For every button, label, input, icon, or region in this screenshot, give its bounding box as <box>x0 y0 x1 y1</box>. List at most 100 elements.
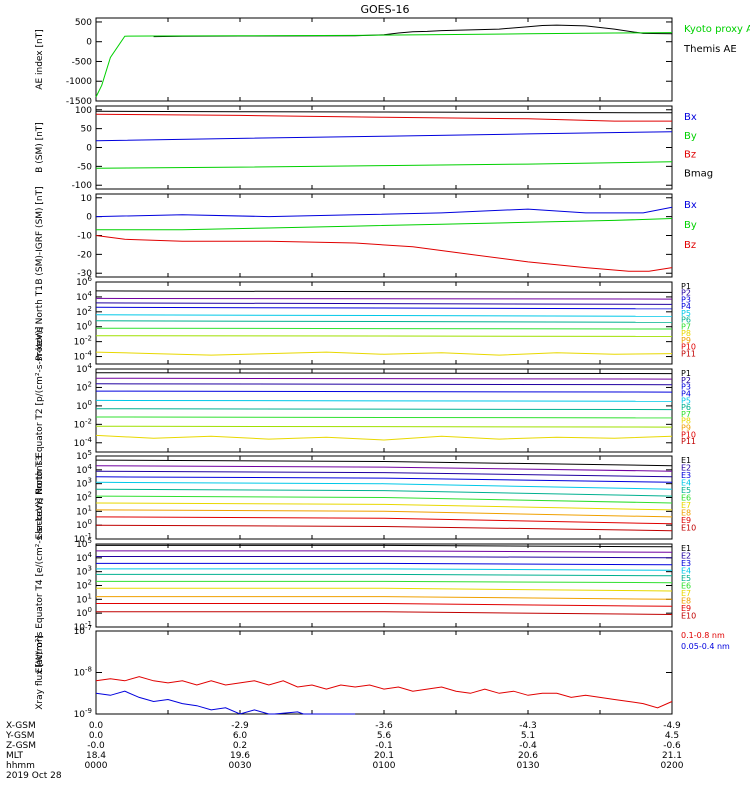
series-line-p2 <box>95 377 673 380</box>
series-line-p5 <box>95 399 673 402</box>
panel-frame <box>95 630 673 715</box>
xaxis-value: 0030 <box>229 761 252 771</box>
series-line-p8 <box>95 335 673 337</box>
series-line-e2 <box>95 465 673 472</box>
ytick-label: 102 <box>76 491 92 504</box>
legend-p11: P11 <box>681 349 696 358</box>
legend-e3: E3 <box>681 471 691 480</box>
panel-frame <box>95 193 673 278</box>
series-line-e1 <box>96 544 673 548</box>
legend-e10: E10 <box>681 524 696 533</box>
legend-p2: P2 <box>681 289 691 298</box>
series-line-bz <box>95 235 673 272</box>
xaxis-value: 20.1 <box>374 751 394 761</box>
ytick-label: 50 <box>81 125 93 135</box>
xaxis-value: 20.6 <box>518 751 538 761</box>
y-axis-label: B (SM)-IGRF (SM) [nT] <box>35 186 45 284</box>
legend-bx: Bx <box>684 112 697 123</box>
legend-p7: P7 <box>681 322 691 331</box>
legend-p4: P4 <box>681 302 691 311</box>
ytick-label: -30 <box>77 269 92 279</box>
legend-bx: Bx <box>684 200 697 211</box>
series-line-e4 <box>96 562 673 566</box>
legend-p8: P8 <box>681 417 691 426</box>
legend-e6: E6 <box>681 494 691 503</box>
xaxis-value: 0200 <box>661 761 684 771</box>
plot-title: GOES-16 <box>360 3 409 16</box>
series-line-e1 <box>95 459 673 467</box>
ytick-label: 10-4 <box>74 350 93 363</box>
series-line-bx <box>95 206 673 218</box>
ytick-label: 102 <box>76 305 92 318</box>
legend-0-1-0-8-nm: 0.1-0.8 nm <box>681 631 725 640</box>
legend-p3: P3 <box>681 295 691 304</box>
xaxis-value: -4.9 <box>663 721 681 731</box>
series-line-bmag <box>95 110 673 114</box>
series-line-e8 <box>95 502 673 511</box>
panel-2: 100 50 0 -50 -100 B (SM) [nT] Bx By Bz Bmag <box>35 105 713 191</box>
ytick-label: 10-2 <box>74 335 92 348</box>
legend-bz: Bz <box>684 150 696 161</box>
series-line-e9 <box>96 596 673 600</box>
series-line-p7 <box>95 327 673 330</box>
legend-e5: E5 <box>681 486 691 495</box>
series-line-by <box>95 161 673 169</box>
panel-3: 10 0 -10 -20 -30 B (SM)-IGRF (SM) [nT] Bx By Bz <box>35 186 697 284</box>
legend-p1: P1 <box>681 369 691 378</box>
ytick-label: 100 <box>76 320 92 333</box>
legend-p5: P5 <box>681 396 691 405</box>
series-line-e10 <box>96 603 673 607</box>
xaxis-value: 21.1 <box>662 751 682 761</box>
series-line-p5 <box>95 314 673 317</box>
series-line-p2 <box>95 297 673 300</box>
legend-by: By <box>684 220 697 231</box>
ytick-label: 100 <box>76 399 92 412</box>
legend-p4: P4 <box>681 389 691 398</box>
legend-p6: P6 <box>681 316 691 325</box>
series-line-p9 <box>95 351 673 356</box>
legend-p7: P7 <box>681 410 691 419</box>
ytick-label: 100 <box>76 606 92 619</box>
series-line-e10 <box>95 516 673 525</box>
panel-frame <box>95 281 673 365</box>
series-line-p9 <box>95 434 673 441</box>
legend-kyoto-proxy-ae: Kyoto proxy AE <box>684 24 750 35</box>
legend-e1: E1 <box>681 456 691 465</box>
xaxis-value: 0.0 <box>89 721 104 731</box>
y-axis-label: Electrons Equator T4 [e/(cm²-s-sr-keV)] <box>35 498 45 674</box>
legend-bz: Bz <box>684 240 696 251</box>
legend-e7: E7 <box>681 501 691 510</box>
xaxis-value: 0000 <box>85 761 108 771</box>
legend-p5: P5 <box>681 309 691 318</box>
series-line-p4 <box>95 306 673 310</box>
series-line-e2 <box>96 550 673 553</box>
y-axis-label: Protons Equator T2 [p/(cm²-s-sr-keV)] <box>35 327 45 495</box>
series-line-p6 <box>95 320 673 323</box>
xaxis-value: -0.1 <box>375 741 393 751</box>
series-line-e7 <box>95 495 673 504</box>
legend-p3: P3 <box>681 383 691 392</box>
y-axis-label: Protons North T1 <box>35 285 45 361</box>
series-line-e6 <box>96 573 673 577</box>
xaxis-row-label-z-gsm: Z-GSM <box>6 741 36 751</box>
date-label: 2019 Oct 28 <box>6 771 62 781</box>
legend-by: By <box>684 131 697 142</box>
ytick-label: 103 <box>76 565 92 578</box>
legend-p9: P9 <box>681 336 691 345</box>
ytick-label: 102 <box>76 579 92 592</box>
series-line-e5 <box>96 568 673 571</box>
ytick-label: -500 <box>72 57 93 67</box>
series-line-e3 <box>96 556 673 559</box>
xaxis-row-label-x-gsm: X-GSM <box>6 721 36 731</box>
ytick-label: -10 <box>77 232 92 242</box>
legend-p1: P1 <box>681 282 691 291</box>
series-line-p8 <box>95 425 673 428</box>
legend-themis-ae: Themis AE <box>683 44 737 55</box>
legend-e9: E9 <box>681 516 691 525</box>
panel-5: 104 102 100 10-2 10-4 Protons Equator T2 [p/(… <box>35 327 696 495</box>
xaxis-value: 18.4 <box>86 751 106 761</box>
series-line-0-1-0-8-nm <box>95 676 673 709</box>
panel-1: 500 0 -500 -1000 -1500 AE index [nT] Kyoto pro… <box>35 17 750 107</box>
